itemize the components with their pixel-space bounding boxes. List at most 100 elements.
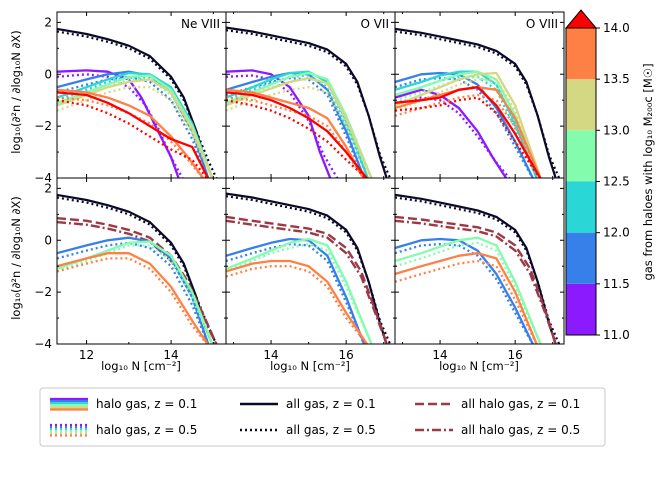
series-line	[395, 242, 534, 344]
colorbar-bin	[566, 28, 596, 80]
legend-item: all halo gas, z = 0.5	[415, 423, 580, 437]
ion-label: Ne VIII	[181, 17, 220, 31]
series-line	[395, 70, 542, 178]
colorbar-tick-label: 12.5	[603, 175, 630, 189]
series-line	[395, 215, 557, 344]
colorbar-tick-label: 13.5	[603, 72, 630, 86]
ion-label: O VII	[360, 17, 389, 31]
series-line	[395, 236, 542, 344]
series-line	[226, 242, 373, 344]
panel-series	[226, 26, 392, 178]
x-axis-label-col3: log₁₀ N [cm⁻²]	[439, 359, 519, 373]
series-line	[57, 236, 210, 344]
series-line	[57, 71, 214, 178]
series-line	[57, 91, 210, 178]
legend-label: all gas, z = 0.5	[286, 423, 376, 437]
series-line	[395, 219, 557, 344]
series-line	[226, 71, 373, 178]
panel-r1-c0: 2 0 −2 −4 12 14	[34, 177, 227, 362]
x-tick-label: 14	[163, 348, 178, 362]
series-line	[395, 241, 542, 344]
colorbar-bin	[566, 283, 596, 335]
colorbar-bin	[566, 181, 596, 233]
series-line	[226, 29, 392, 178]
panel-r0-c0: 2 0 −2 −4 Ne VIII	[34, 11, 227, 185]
colorbar-tick-label: 13.0	[603, 123, 630, 137]
legend: halo gas, z = 0.1 all gas, z = 0.1 all hal…	[39, 387, 606, 447]
series-line	[226, 219, 388, 344]
panel-frame	[394, 177, 565, 345]
series-line	[395, 71, 542, 178]
series-line	[226, 259, 369, 344]
series-line	[57, 75, 214, 178]
panel-r1-c1: 14 16	[225, 177, 396, 362]
series-line	[226, 88, 365, 178]
series-line	[395, 259, 538, 344]
colorbar: 11.0 11.5 12.0 12.5 13.0 13.5 14.0	[564, 9, 630, 342]
panel-series	[226, 192, 392, 344]
x-tick-label: 14	[263, 348, 278, 362]
series-line	[395, 70, 538, 178]
panel-series	[395, 27, 561, 178]
y-tick-label: −2	[34, 285, 52, 299]
series-line	[57, 30, 218, 178]
series-line	[57, 244, 214, 344]
legend-item: all gas, z = 0.5	[240, 423, 376, 437]
series-line	[395, 76, 534, 178]
series-line	[395, 86, 542, 178]
x-tick-label: 16	[339, 348, 354, 362]
series-line	[395, 252, 538, 344]
series-line	[226, 237, 366, 344]
x-tick-label: 14	[432, 348, 447, 362]
series-line	[395, 96, 542, 178]
series-line	[226, 242, 366, 344]
series-line	[226, 215, 388, 344]
colorbar-tick-label: 14.0	[603, 21, 630, 35]
colorbar-bin	[566, 130, 596, 182]
series-line	[226, 237, 373, 344]
y-axis-label-top: log₁₀(∂²n / ∂log₁₀N ∂X)	[9, 30, 23, 154]
x-axis-label-col1: log₁₀ N [cm⁻²]	[101, 359, 181, 373]
y-tick-label: −2	[34, 119, 52, 133]
x-tick-label: 16	[508, 348, 523, 362]
series-line	[226, 195, 392, 344]
colorbar-label: gas from haloes with log₁₀ M₂₀₀c [M☉]	[641, 63, 655, 280]
colorbar-tick-label: 11.5	[603, 277, 630, 291]
series-line	[395, 237, 535, 344]
x-tick-label: 12	[79, 348, 94, 362]
series-line	[57, 220, 218, 344]
legend-frame	[39, 387, 606, 447]
y-tick-label: 2	[44, 15, 52, 29]
series-line	[395, 93, 542, 178]
legend-item: halo gas, z = 0.5	[50, 423, 197, 437]
series-line	[226, 71, 366, 178]
series-line	[57, 257, 209, 344]
series-line	[57, 99, 209, 178]
series-line	[226, 265, 369, 344]
legend-label: all halo gas, z = 0.5	[461, 423, 580, 437]
series-line	[226, 74, 369, 178]
series-line	[226, 86, 373, 178]
legend-label: all halo gas, z = 0.1	[461, 397, 580, 411]
panel-r1-c2: 14 16	[394, 177, 565, 362]
y-tick-label: −4	[34, 337, 52, 351]
series-line	[395, 96, 511, 178]
series-line	[57, 73, 184, 178]
legend-label: halo gas, z = 0.1	[96, 397, 197, 411]
x-axis-label-col2: log₁₀ N [cm⁻²]	[270, 359, 350, 373]
series-line	[57, 241, 210, 344]
legend-item: all halo gas, z = 0.1	[415, 397, 580, 411]
series-line	[395, 88, 508, 178]
panel-series	[57, 27, 218, 178]
y-tick-label: 2	[44, 181, 52, 195]
legend-item: all gas, z = 0.1	[240, 397, 376, 411]
y-tick-label: 0	[44, 233, 52, 247]
colorbar-bin	[566, 232, 596, 284]
panel-r0-c2: O VIII	[394, 11, 565, 179]
series-line	[57, 75, 210, 178]
legend-item: halo gas, z = 0.1	[50, 397, 197, 411]
ion-label: O VIII	[526, 17, 558, 31]
series-line	[226, 74, 339, 178]
